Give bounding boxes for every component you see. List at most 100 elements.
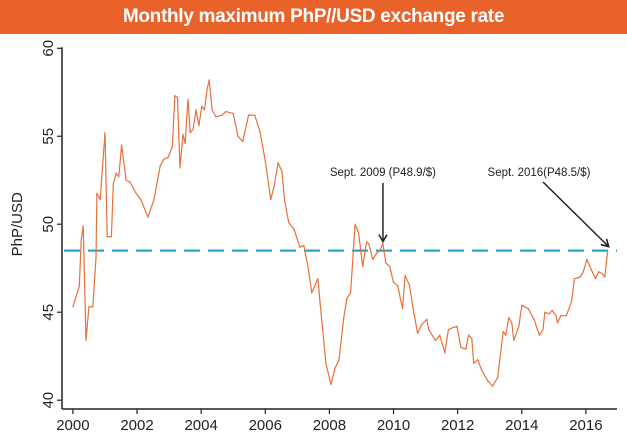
data-point (362, 265, 364, 268)
data-point (147, 216, 149, 218)
data-point (174, 95, 176, 97)
data-point (487, 380, 489, 382)
data-point (544, 311, 546, 313)
data-point (533, 318, 535, 320)
data-point (481, 369, 483, 371)
data-point (421, 323, 423, 326)
data-point (527, 308, 529, 310)
data-point (382, 242, 384, 245)
data-point (201, 105, 203, 107)
data-point (542, 329, 544, 331)
data-point (208, 79, 210, 81)
data-point (299, 246, 301, 248)
data-point (153, 199, 155, 201)
data-point (538, 334, 541, 336)
data-point (505, 334, 507, 336)
y-tick-label: 60 (40, 40, 57, 57)
data-point (460, 346, 462, 349)
data-point (167, 156, 169, 158)
data-point (473, 362, 475, 364)
data-point (187, 98, 189, 100)
data-point (586, 258, 588, 261)
data-point (192, 128, 194, 130)
data-point (521, 304, 523, 306)
data-point (80, 239, 82, 241)
data-point (88, 306, 90, 308)
data-point (551, 309, 553, 312)
data-point (389, 265, 391, 268)
data-point (203, 109, 205, 111)
data-point (95, 257, 97, 259)
x-tick-label: 2012 (441, 417, 474, 434)
chart-title: Monthly maximum PhP//USD exchange rate (0, 0, 627, 34)
data-point (311, 292, 313, 294)
data-point (349, 292, 352, 294)
data-point (477, 359, 479, 361)
data-point (471, 338, 473, 340)
data-point (491, 385, 494, 387)
data-point (346, 297, 348, 299)
y-tick-label: 40 (40, 392, 57, 409)
data-point (416, 332, 419, 334)
data-point (343, 316, 345, 319)
x-tick-label: 2008 (313, 417, 346, 434)
data-point (357, 232, 360, 234)
data-point (450, 327, 453, 329)
data-point (518, 325, 520, 327)
data-point (115, 172, 117, 174)
y-tick-label: 55 (40, 128, 57, 145)
x-tick-label: 2006 (249, 417, 282, 434)
y-tick-label: 50 (40, 216, 57, 233)
data-point (277, 162, 279, 164)
data-point (129, 181, 131, 183)
data-point (354, 223, 356, 225)
data-point (594, 278, 597, 280)
data-point (106, 235, 108, 238)
data-point (273, 186, 275, 188)
data-point (426, 318, 428, 320)
data-point (159, 165, 161, 167)
x-tick-label: 2010 (377, 417, 410, 434)
data-point (325, 362, 327, 364)
data-point (570, 301, 573, 303)
annotation-arrow-2016 (542, 181, 610, 248)
data-point (444, 352, 446, 354)
data-point (412, 306, 414, 308)
data-point (434, 339, 437, 341)
data-point (555, 315, 557, 317)
data-point (404, 274, 406, 276)
data-point (401, 308, 404, 310)
data-point (118, 176, 120, 178)
data-point (198, 125, 200, 127)
data-point (189, 132, 191, 134)
data-point (447, 329, 449, 331)
data-point (408, 285, 411, 287)
data-point (565, 315, 567, 317)
y-tick-label: 45 (40, 304, 57, 321)
data-point (330, 383, 332, 385)
data-point (232, 112, 234, 114)
data-point (221, 114, 223, 116)
data-point (110, 235, 112, 238)
data-point (270, 199, 272, 201)
data-point (465, 348, 467, 350)
annotation-label-2016: Sept. 2016(P48.5/$) (488, 167, 591, 179)
x-tick-label: 2014 (505, 417, 538, 434)
data-point (573, 278, 575, 280)
data-point (598, 271, 600, 273)
data-point (125, 179, 127, 181)
data-point (397, 285, 399, 287)
data-point (112, 183, 114, 185)
data-point (72, 306, 74, 308)
data-point (604, 276, 606, 278)
data-point (182, 133, 184, 136)
data-point (372, 258, 374, 261)
data-point (365, 241, 368, 243)
data-point (281, 170, 283, 173)
data-point (104, 132, 106, 134)
series-line (72, 79, 609, 387)
data-point (248, 114, 250, 116)
data-point (96, 192, 98, 195)
data-point (548, 313, 550, 315)
